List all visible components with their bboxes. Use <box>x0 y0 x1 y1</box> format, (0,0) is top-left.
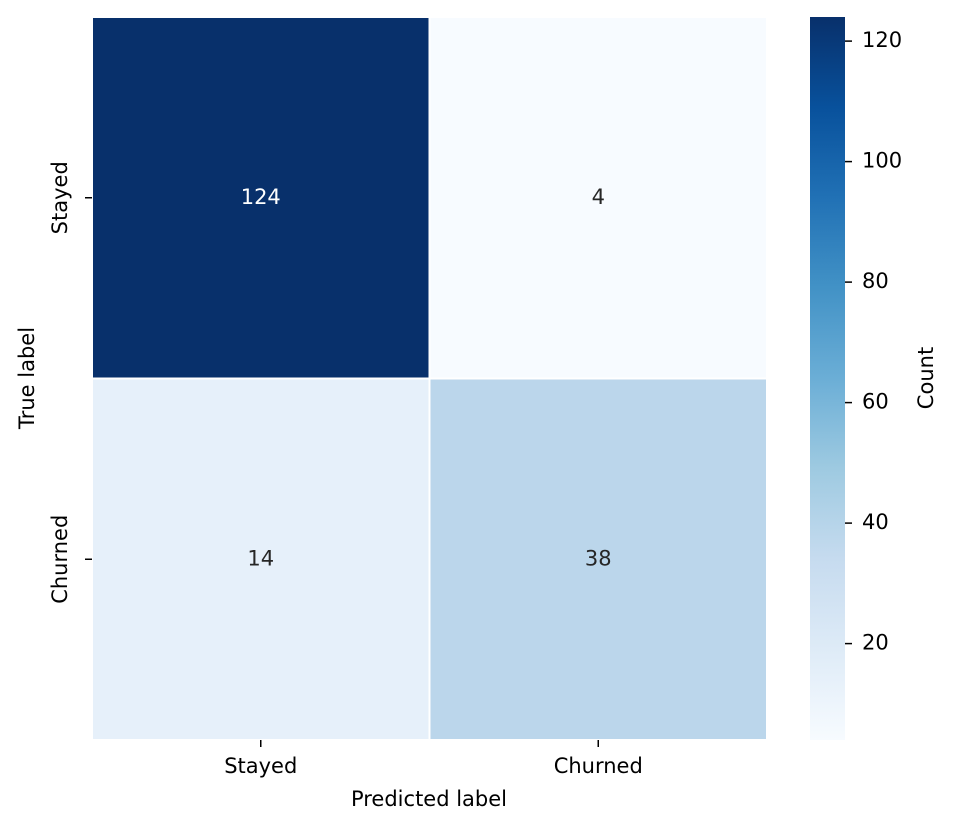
x-axis-label: Predicted label <box>351 787 507 811</box>
y-axis-label: True label <box>15 327 39 430</box>
colorbar-tick-label: 20 <box>862 631 889 655</box>
cell-value-label: 4 <box>592 185 605 209</box>
cell-value-label: 124 <box>241 185 281 209</box>
x-tick-label: Stayed <box>224 754 297 778</box>
heatmap-cell <box>91 377 431 741</box>
heatmap-cell <box>428 16 768 380</box>
colorbar-label: Count <box>914 347 938 409</box>
colorbar-tick-label: 60 <box>862 390 889 414</box>
colorbar-tick-label: 80 <box>862 269 889 293</box>
colorbar <box>810 17 845 740</box>
colorbar-tick-label: 40 <box>862 510 889 534</box>
heatmap-cell <box>91 16 431 380</box>
cell-value-label: 38 <box>585 546 612 570</box>
cell-value-label: 14 <box>247 546 274 570</box>
colorbar-tick-label: 100 <box>862 149 902 173</box>
y-tick-label: Stayed <box>48 161 72 234</box>
heatmap-cell <box>428 377 768 741</box>
colorbar-tick-label: 120 <box>862 28 902 52</box>
x-tick-label: Churned <box>554 754 643 778</box>
y-tick-label: Churned <box>48 515 72 604</box>
